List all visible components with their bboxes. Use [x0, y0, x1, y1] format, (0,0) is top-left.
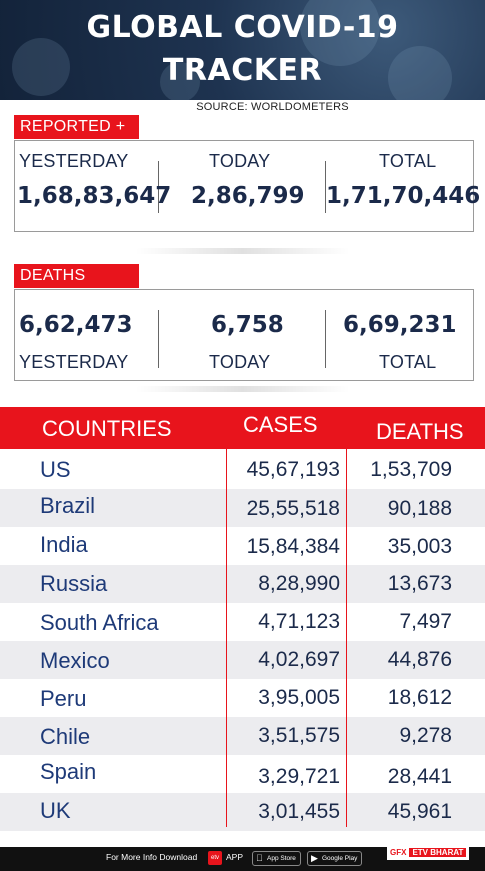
divider	[158, 310, 159, 368]
reported-today-label: TODAY	[209, 151, 271, 171]
table-row: Chile 3,51,575 9,278	[0, 717, 485, 755]
reported-today-value: 2,86,799	[191, 183, 305, 209]
cases-cell: 25,55,518	[246, 497, 340, 520]
country-cell: Peru	[40, 686, 87, 711]
cases-cell: 3,01,455	[258, 800, 340, 823]
country-cell: Chile	[40, 724, 91, 749]
virus-graphic-icon	[160, 62, 200, 100]
page-title-line2: TRACKER	[162, 53, 323, 88]
divider	[158, 161, 159, 213]
google-play-label: Google Play	[322, 855, 358, 862]
cases-cell: 3,51,575	[258, 724, 340, 747]
deaths-cell: 7,497	[399, 610, 452, 633]
deaths-cell: 18,612	[387, 686, 452, 709]
reported-yesterday-value: 1,68,83,647	[17, 183, 172, 209]
deaths-cell: 35,003	[387, 535, 452, 558]
google-play-button[interactable]: ▶ Google Play	[307, 851, 363, 866]
app-store-button[interactable]:  App Store	[252, 851, 301, 866]
deaths-yesterday-label: YESTERDAY	[19, 352, 129, 372]
country-cell: Brazil	[40, 493, 96, 518]
deaths-today-value: 6,758	[211, 312, 284, 338]
reported-tag: REPORTED +	[14, 115, 139, 139]
country-cell: Russia	[40, 571, 108, 596]
table-row: Mexico 4,02,697 44,876	[0, 641, 485, 679]
deaths-cell: 44,876	[387, 648, 452, 671]
gfx-credit: GFX ETV BHARAT	[387, 846, 470, 860]
deaths-cell: 90,188	[387, 497, 452, 520]
table-row: UK 3,01,455 45,961	[0, 793, 485, 831]
virus-graphic-icon	[12, 38, 70, 96]
table-row: Russia 8,28,990 13,673	[0, 565, 485, 603]
table-row: Peru 3,95,005 18,612	[0, 679, 485, 717]
apple-icon: 	[256, 852, 263, 865]
deaths-cell: 28,441	[387, 765, 452, 788]
country-cell: South Africa	[40, 610, 159, 635]
cases-cell: 4,71,123	[258, 610, 340, 633]
table-row: India 15,84,384 35,003	[0, 527, 485, 565]
cases-cell: 8,28,990	[258, 572, 340, 595]
table-row: US 45,67,193 1,53,709	[0, 451, 485, 489]
table-row: South Africa 4,71,123 7,497	[0, 603, 485, 641]
header-banner: GLOBAL COVID-19 TRACKER	[0, 0, 485, 100]
reported-box: YESTERDAY TODAY TOTAL 1,68,83,647 2,86,7…	[14, 140, 480, 232]
app-store-label: App Store	[267, 855, 296, 862]
separator-shadow	[135, 386, 350, 392]
source-note: SOURCE: WORLDOMETERS	[196, 101, 349, 113]
etv-bharat-logo: ETV BHARAT	[409, 848, 467, 857]
play-icon: ▶	[311, 853, 318, 863]
reported-yesterday-label: YESTERDAY	[19, 151, 129, 171]
reported-total-value: 1,71,70,446	[326, 183, 481, 209]
country-cell: Spain	[40, 759, 97, 784]
deaths-total-value: 6,69,231	[343, 312, 457, 338]
virus-graphic-icon	[388, 46, 452, 100]
country-cell: US	[40, 457, 71, 482]
gfx-label: GFX	[390, 848, 407, 857]
table-header: COUNTRIES CASES DEATHS	[0, 407, 485, 449]
header-countries: COUNTRIES	[42, 416, 172, 441]
cases-cell: 15,84,384	[246, 535, 340, 558]
deaths-total-label: TOTAL	[379, 352, 437, 372]
column-divider	[346, 407, 347, 827]
deaths-cell: 1,53,709	[370, 458, 452, 481]
deaths-tag: DEATHS	[14, 264, 139, 288]
app-text: APP	[226, 852, 244, 862]
virus-graphic-icon	[300, 0, 380, 66]
separator-shadow	[135, 248, 350, 254]
more-info-text: For More Info Download	[106, 852, 198, 862]
deaths-yesterday-value: 6,62,473	[19, 312, 133, 338]
deaths-cell: 9,278	[399, 724, 452, 747]
cases-cell: 3,95,005	[258, 686, 340, 709]
cases-cell: 4,02,697	[258, 648, 340, 671]
cases-cell: 3,29,721	[258, 765, 340, 788]
column-divider	[226, 407, 227, 827]
cases-cell: 45,67,193	[246, 458, 340, 481]
country-cell: UK	[40, 798, 71, 823]
country-cell: India	[40, 532, 88, 557]
deaths-cell: 13,673	[387, 572, 452, 595]
reported-total-label: TOTAL	[379, 151, 437, 171]
table-row: Spain 3,29,721 28,441	[0, 755, 485, 793]
header-cases: CASES	[243, 412, 318, 437]
divider	[325, 310, 326, 368]
header-deaths: DEATHS	[376, 419, 464, 444]
table-row: Brazil 25,55,518 90,188	[0, 489, 485, 527]
divider	[325, 161, 326, 213]
page-title-line1: GLOBAL COVID-19	[86, 10, 399, 45]
deaths-cell: 45,961	[387, 800, 452, 823]
country-cell: Mexico	[40, 648, 110, 673]
etv-app-icon[interactable]: etv	[208, 851, 222, 865]
deaths-today-label: TODAY	[209, 352, 271, 372]
deaths-box: 6,62,473 6,758 6,69,231 YESTERDAY TODAY …	[14, 289, 474, 381]
